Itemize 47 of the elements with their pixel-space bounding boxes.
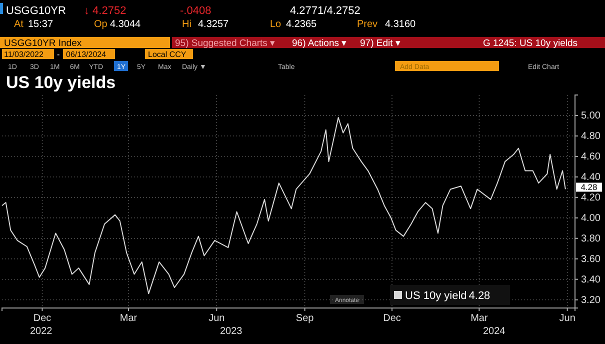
y-tick-label: 4.40: [581, 172, 601, 184]
text: G 1245: US 10y yields: [483, 38, 578, 49]
text: 4.28: [468, 290, 490, 302]
text: Prev: [357, 19, 378, 30]
text: USGG10YR Index: [4, 38, 82, 49]
x-tick-label: Mar: [120, 313, 138, 324]
x-tick-label: Dec: [383, 313, 401, 324]
text: -.0408: [180, 5, 212, 17]
text: Hi: [182, 19, 192, 30]
x-tick-label: Sep: [296, 313, 314, 324]
text: 4.3257: [198, 19, 230, 30]
text: 4.3044: [110, 19, 142, 30]
text: Local CCY: [148, 50, 187, 59]
x-tick-label: Mar: [470, 313, 488, 324]
legend-label: US 10y yield: [405, 290, 467, 302]
y-tick-label: 3.20: [581, 295, 601, 306]
y-tick-label: 4.60: [581, 152, 601, 163]
text: -: [57, 50, 60, 59]
text: 97) Edit ▾: [360, 38, 400, 49]
text: 06/13/2024: [66, 50, 107, 59]
text: 2024: [483, 326, 506, 337]
text: At: [14, 19, 24, 30]
y-tick-label: 3.80: [581, 234, 601, 245]
text: ↓ 4.2752: [84, 5, 126, 17]
text: 2022: [30, 326, 53, 337]
y-tick-label: 3.60: [581, 254, 601, 266]
text: USGG10YR: [6, 5, 66, 17]
text: 95) Suggested Charts ▾: [175, 38, 276, 49]
y-tick-label: 4.20: [581, 192, 601, 204]
text: 96) Actions ▾: [292, 38, 347, 49]
y-tick-label: 4.00: [581, 213, 601, 224]
text: 4.2365: [286, 19, 318, 30]
text: 2023: [220, 326, 243, 337]
text: 11/03/2022: [4, 50, 44, 59]
x-tick-label: Jun: [559, 313, 576, 324]
text: Op: [94, 19, 108, 30]
x-tick-label: Dec: [33, 313, 52, 324]
text: Lo: [270, 19, 282, 30]
chart-title: US 10y yields: [6, 73, 116, 92]
x-tick-label: Jun: [208, 313, 225, 324]
text: 15:37: [28, 19, 54, 30]
data-label: 4.28: [580, 182, 598, 192]
text: 4.3160: [385, 19, 416, 30]
y-tick-label: 3.40: [581, 274, 601, 286]
text: 4.2771/4.2752: [290, 5, 360, 17]
y-tick-label: 5.00: [581, 110, 601, 122]
y-tick-label: 4.80: [581, 131, 601, 142]
